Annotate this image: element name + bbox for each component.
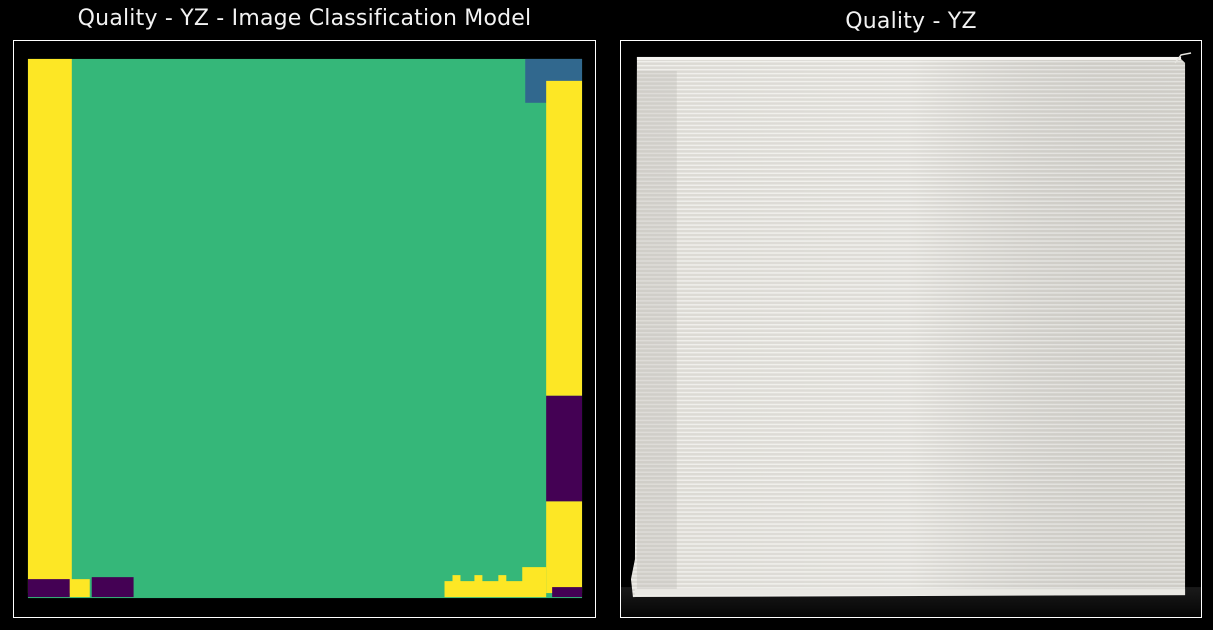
bottom-right-dark-block	[552, 587, 583, 598]
right-panel-title: Quality - YZ	[845, 9, 977, 34]
printed-part-photograph	[621, 41, 1201, 617]
classification-map-image	[14, 41, 595, 617]
left-edge-class-region	[27, 58, 72, 594]
right-edge-class-region-upper	[546, 80, 583, 396]
bottom-left-dark-block-2	[91, 577, 134, 598]
left-panel-title: Quality - YZ - Image Classification Mode…	[77, 6, 532, 31]
classification-map-panel	[13, 40, 596, 618]
part-photo-panel	[620, 40, 1202, 618]
main-class-region	[27, 58, 583, 599]
right-dark-class-region	[546, 395, 583, 502]
bottom-right-edge-class-region	[444, 567, 547, 598]
bottom-left-dark-block	[27, 579, 70, 598]
bottom-left-yellow-block	[69, 579, 90, 598]
right-edge-class-region-lower	[546, 501, 583, 594]
